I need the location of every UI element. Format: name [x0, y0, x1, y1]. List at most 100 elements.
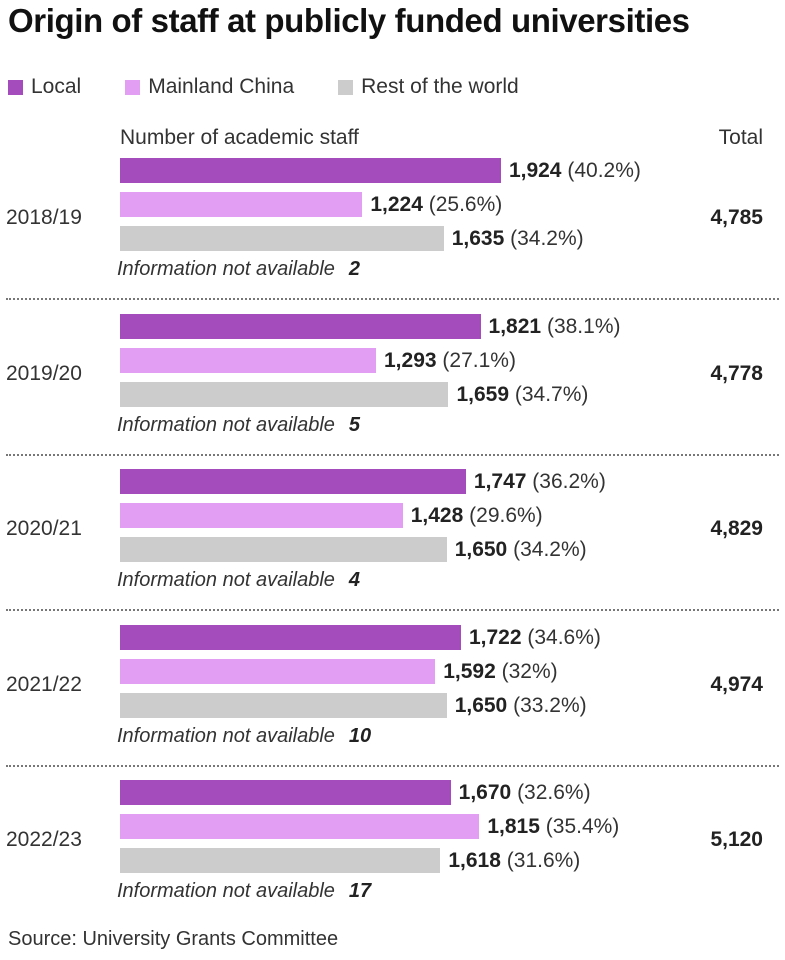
bar-mainland-china — [120, 814, 480, 839]
bar-percent: (29.6%) — [469, 504, 543, 527]
bar-mainland-china — [120, 347, 376, 373]
legend-label-rest-of-world: Rest of the world — [361, 75, 519, 98]
not-available-row: Information not available 4 — [117, 569, 360, 592]
bar-value: 1,821 — [488, 314, 542, 338]
not-available-value: 4 — [348, 569, 361, 591]
bar-value: 1,650 — [454, 693, 508, 717]
legend-label-local: Local — [31, 75, 82, 98]
year-label: 2019/20 — [6, 361, 82, 385]
bar-local — [120, 780, 451, 805]
group-divider — [6, 764, 779, 767]
bar-value: 1,618 — [448, 849, 501, 872]
year-group: 2020/21 4,829 1,747 (36.2%) 1,428 (29.6%) 1,… — [0, 469, 785, 592]
legend: Local Mainland China Rest of the world — [8, 72, 563, 102]
not-available-label: Information not available — [117, 880, 335, 902]
year-label: 2022/23 — [6, 828, 82, 851]
bar-label-rest-of-world: 1,618 (31.6%) — [448, 848, 580, 873]
bar-percent: (40.2%) — [567, 159, 641, 182]
bar-value: 1,224 — [370, 193, 423, 216]
year-group: 2022/23 5,120 1,670 (32.6%) 1,815 (35.4%) 1,… — [0, 780, 785, 903]
bar-percent: (27.1%) — [442, 348, 516, 372]
bar-label-mainland-china: 1,293 (27.1%) — [384, 348, 516, 373]
not-available-value: 10 — [348, 724, 372, 747]
bar-label-mainland-china: 1,428 (29.6%) — [411, 503, 543, 528]
legend-swatch-mainland-china — [125, 79, 141, 95]
not-available-label: Information not available — [117, 413, 335, 436]
bar-percent: (25.6%) — [428, 193, 503, 216]
legend-item-mainland-china: Mainland China — [125, 75, 294, 99]
total-value: 4,974 — [710, 672, 763, 696]
bar-mainland-china — [120, 503, 403, 528]
chart-title: Origin of staff at publicly funded unive… — [8, 2, 690, 39]
year-group: 2019/20 4,778 1,821 (38.1%) 1,293 (27.1%) 1,… — [0, 313, 785, 437]
bar-percent: (36.2%) — [532, 470, 606, 493]
bar-value: 1,722 — [468, 625, 522, 649]
group-divider — [6, 609, 779, 611]
total-value: 4,829 — [710, 517, 763, 540]
bar-rest-of-world — [120, 537, 447, 562]
bar-value: 1,815 — [487, 815, 540, 838]
bar-mainland-china — [120, 192, 363, 217]
bar-percent: (31.6%) — [506, 849, 581, 872]
bar-label-mainland-china: 1,224 (25.6%) — [370, 192, 502, 217]
legend-swatch-rest-of-world — [338, 79, 354, 95]
bar-label-rest-of-world: 1,659 (34.7%) — [456, 382, 588, 407]
bar-value: 1,635 — [451, 227, 505, 250]
group-divider — [6, 453, 779, 456]
bar-percent: (38.1%) — [546, 314, 621, 338]
not-available-label: Information not available — [117, 258, 335, 280]
legend-item-rest-of-world: Rest of the world — [338, 75, 519, 99]
not-available-row: Information not available 17 — [117, 880, 371, 903]
bar-percent: (34.2%) — [510, 227, 584, 250]
bar-value: 1,670 — [458, 781, 512, 804]
not-available-value: 5 — [348, 413, 361, 436]
bar-value: 1,592 — [443, 659, 496, 683]
total-column-header: Total — [718, 126, 763, 149]
bar-local — [120, 624, 461, 650]
not-available-row: Information not available 10 — [117, 725, 371, 748]
bar-label-local: 1,747 (36.2%) — [474, 469, 606, 494]
total-value: 5,120 — [710, 828, 763, 851]
bar-label-local: 1,722 (34.6%) — [469, 625, 601, 650]
bar-percent: (34.6%) — [527, 625, 601, 649]
bar-local — [120, 469, 466, 494]
legend-item-local: Local — [8, 75, 81, 99]
bar-value: 1,428 — [410, 504, 464, 527]
not-available-label: Information not available — [117, 724, 335, 747]
year-label: 2018/19 — [6, 206, 82, 229]
bar-label-local: 1,924 (40.2%) — [509, 158, 641, 183]
legend-swatch-local — [8, 79, 23, 95]
not-available-row: Information not available 5 — [117, 414, 360, 437]
bar-percent: (33.2%) — [513, 693, 587, 717]
bar-value: 1,747 — [473, 470, 527, 493]
not-available-label: Information not available — [117, 569, 335, 591]
bar-mainland-china — [120, 658, 436, 684]
bar-rest-of-world — [120, 381, 449, 407]
bar-local — [120, 158, 501, 183]
not-available-row: Information not available 2 — [117, 258, 360, 281]
year-label: 2020/21 — [6, 517, 82, 540]
total-value: 4,785 — [710, 206, 763, 229]
bar-value: 1,293 — [384, 348, 437, 372]
bar-percent: (32.6%) — [517, 781, 591, 804]
bar-percent: (35.4%) — [545, 815, 620, 838]
bar-label-rest-of-world: 1,635 (34.2%) — [452, 226, 584, 251]
year-label: 2021/22 — [6, 672, 82, 696]
bar-percent: (32%) — [501, 659, 558, 683]
total-value: 4,778 — [710, 361, 763, 385]
bar-label-rest-of-world: 1,650 (34.2%) — [455, 537, 587, 562]
bar-label-mainland-china: 1,592 (32%) — [443, 659, 557, 684]
bar-percent: (34.7%) — [514, 382, 589, 406]
bar-local — [120, 313, 481, 339]
legend-label-mainland-china: Mainland China — [148, 75, 295, 98]
bar-rest-of-world — [120, 226, 444, 251]
bar-label-mainland-china: 1,815 (35.4%) — [487, 814, 619, 839]
bar-rest-of-world — [120, 692, 447, 718]
year-group: 2018/19 4,785 1,924 (40.2%) 1,224 (25.6%) 1,… — [0, 158, 785, 281]
not-available-value: 17 — [348, 880, 372, 902]
bar-value: 1,924 — [508, 159, 562, 182]
bar-label-local: 1,670 (32.6%) — [459, 780, 591, 805]
not-available-value: 2 — [348, 258, 361, 280]
group-divider — [6, 298, 779, 300]
